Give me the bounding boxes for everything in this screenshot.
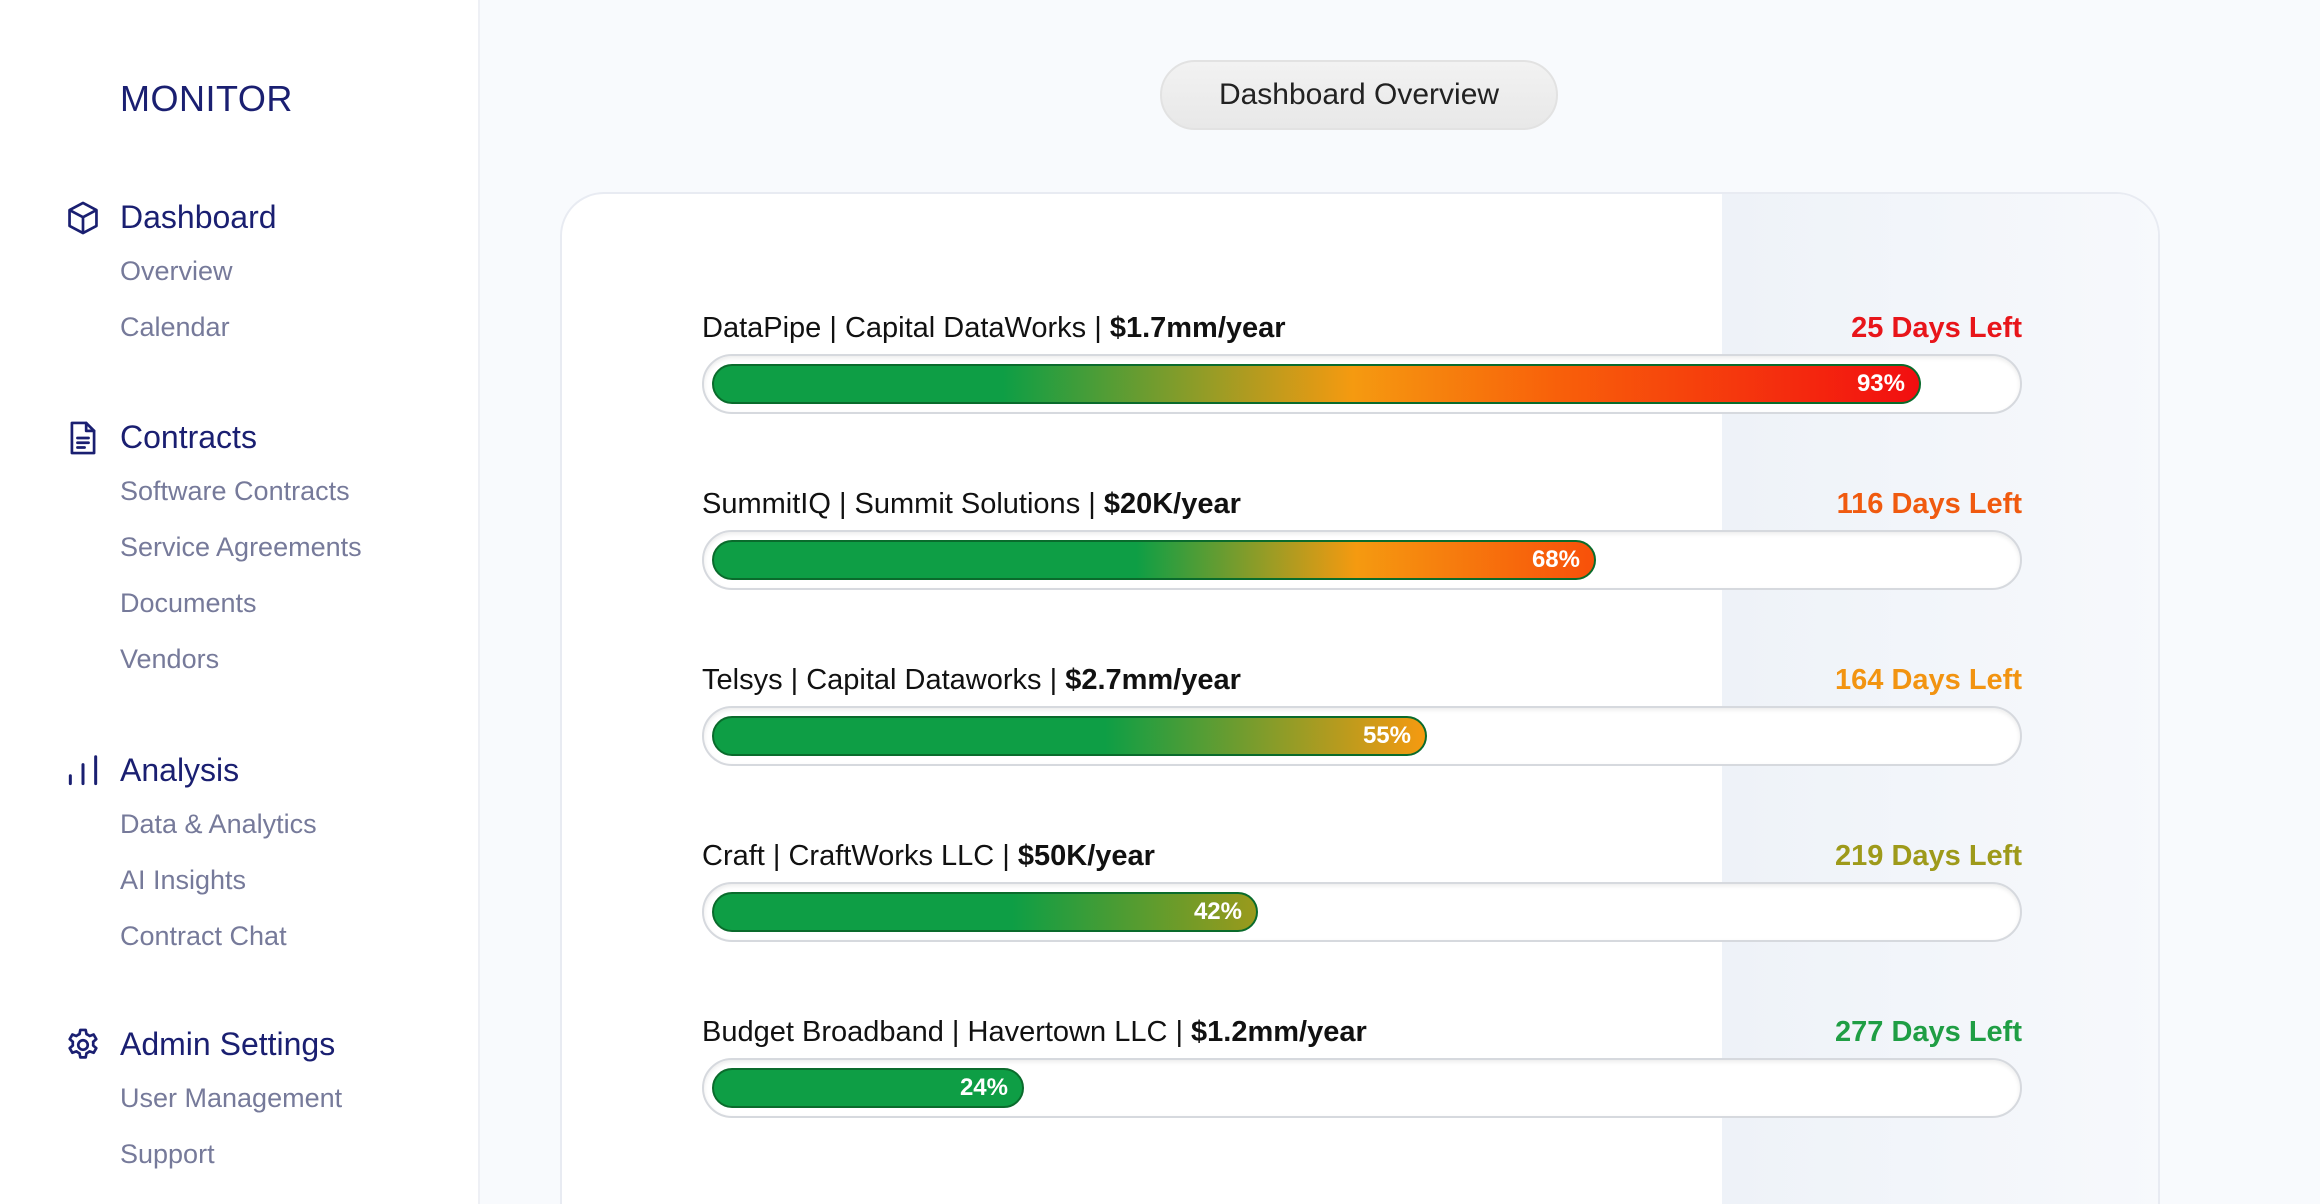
progress-percent: 93% (1856, 370, 1905, 397)
progress-fill: 68% (712, 540, 1596, 580)
contract-title: Telsys | Capital Dataworks | $2.7mm/year (702, 664, 1241, 697)
nav-calendar[interactable]: Calendar (120, 312, 230, 342)
bar-chart-icon (68, 755, 98, 786)
nav-analysis-label: Analysis (120, 752, 240, 788)
document-icon (70, 421, 96, 455)
progress-percent: 55% (1362, 722, 1411, 749)
contract-name: Telsys | Capital Dataworks | (702, 664, 1066, 696)
cube-icon (68, 201, 98, 235)
contract-title: DataPipe | Capital DataWorks | $1.7mm/ye… (702, 312, 1286, 345)
contract-value: $1.7mm/year (1109, 312, 1286, 344)
nav-user-management[interactable]: User Management (120, 1083, 343, 1113)
nav-dashboard[interactable]: Dashboard (0, 193, 478, 243)
progress-track: 24% (702, 1058, 2022, 1118)
contract-title: Budget Broadband | Havertown LLC | $1.2m… (702, 1016, 1367, 1049)
brand-logo-text: MONITOR (120, 78, 293, 119)
gear-icon (68, 1028, 98, 1059)
nav-documents[interactable]: Documents (120, 588, 257, 618)
contract-title: SummitIQ | Summit Solutions | $20K/year (702, 488, 1241, 521)
progress-track: 42% (702, 882, 2022, 942)
contracts-progress-card: DataPipe | Capital DataWorks | $1.7mm/ye… (560, 192, 2160, 1204)
nav-analysis[interactable]: Analysis (0, 746, 478, 796)
nav-section-admin: Admin Settings User Management Support (0, 1020, 478, 1182)
contract-row[interactable]: Telsys | Capital Dataworks | $2.7mm/year… (702, 664, 2022, 784)
sidebar: MONITOR Dashboard Overview Calendar Cont… (0, 0, 480, 1204)
progress-track: 55% (702, 706, 2022, 766)
nav-section-analysis: Analysis Data & Analytics AI Insights Co… (0, 746, 478, 964)
nav-service-agreements[interactable]: Service Agreements (120, 532, 362, 562)
nav-contract-chat[interactable]: Contract Chat (120, 921, 287, 951)
dashboard-overview-button[interactable]: Dashboard Overview (1160, 60, 1558, 130)
days-left: 277 Days Left (1835, 1016, 2022, 1048)
nav-ai-insights[interactable]: AI Insights (120, 865, 247, 895)
days-left: 25 Days Left (1851, 312, 2022, 344)
nav-section-contracts: Contracts Software Contracts Service Agr… (0, 413, 478, 687)
nav-admin-settings[interactable]: Admin Settings (0, 1020, 478, 1070)
nav-overview[interactable]: Overview (120, 256, 233, 286)
nav-admin-settings-label: Admin Settings (120, 1026, 336, 1062)
contract-row[interactable]: SummitIQ | Summit Solutions | $20K/year … (702, 488, 2022, 608)
progress-fill: 93% (712, 364, 1921, 404)
nav-software-contracts[interactable]: Software Contracts (120, 476, 350, 506)
nav-vendors[interactable]: Vendors (120, 644, 220, 674)
progress-percent: 24% (959, 1074, 1008, 1101)
contract-row[interactable]: Craft | CraftWorks LLC | $50K/year 219 D… (702, 840, 2022, 960)
contract-value: $50K/year (1017, 840, 1155, 872)
nav-data-analytics[interactable]: Data & Analytics (120, 809, 317, 839)
nav-section-dashboard: Dashboard Overview Calendar (0, 193, 478, 355)
nav-dashboard-label: Dashboard (120, 199, 277, 235)
contract-value: $20K/year (1103, 488, 1241, 520)
contract-title: Craft | CraftWorks LLC | $50K/year (702, 840, 1155, 873)
progress-fill: 42% (712, 892, 1258, 932)
nav-support[interactable]: Support (120, 1139, 215, 1169)
contract-value: $2.7mm/year (1065, 664, 1241, 696)
contract-name: SummitIQ | Summit Solutions | (702, 488, 1104, 520)
progress-track: 93% (702, 354, 2022, 414)
contract-row[interactable]: DataPipe | Capital DataWorks | $1.7mm/ye… (702, 312, 2022, 432)
days-left: 164 Days Left (1835, 664, 2022, 696)
contract-name: Craft | CraftWorks LLC | (702, 840, 1018, 872)
progress-percent: 42% (1193, 898, 1242, 925)
nav-contracts[interactable]: Contracts (0, 413, 478, 463)
contract-row[interactable]: Budget Broadband | Havertown LLC | $1.2m… (702, 1016, 2022, 1136)
progress-track: 68% (702, 530, 2022, 590)
days-left: 219 Days Left (1835, 840, 2022, 872)
days-left: 116 Days Left (1836, 488, 2022, 520)
progress-fill: 55% (712, 716, 1427, 756)
contract-name: Budget Broadband | Havertown LLC | (702, 1016, 1192, 1048)
contract-value: $1.2mm/year (1191, 1016, 1367, 1048)
nav-contracts-label: Contracts (120, 419, 257, 455)
contract-name: DataPipe | Capital DataWorks | (702, 312, 1110, 344)
progress-fill: 24% (712, 1068, 1024, 1108)
progress-percent: 68% (1531, 546, 1580, 573)
